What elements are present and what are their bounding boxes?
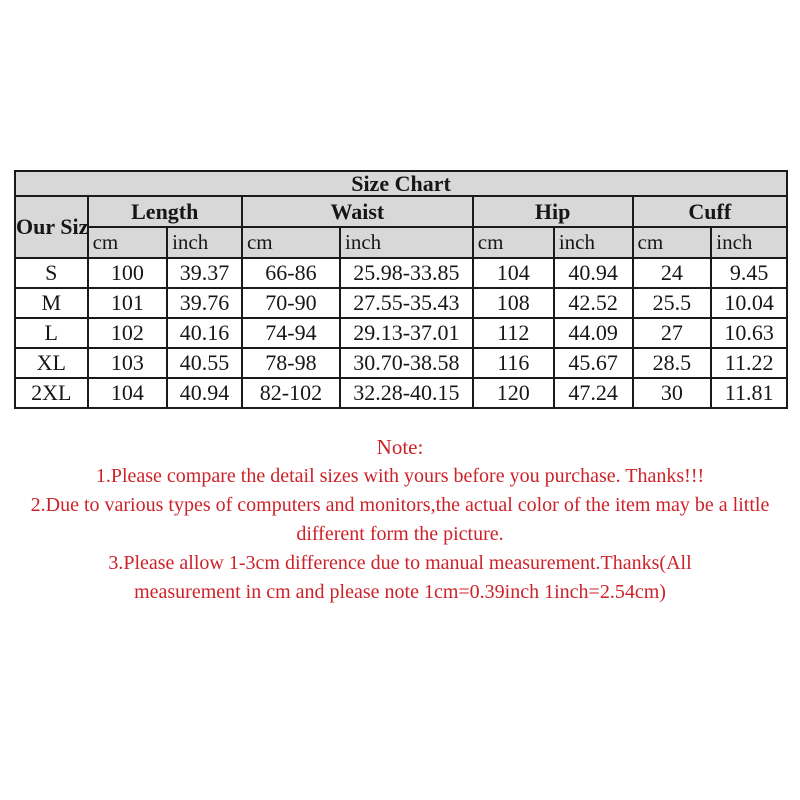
value-cell: 103: [86, 347, 169, 380]
table-row: S 100 39.37 66-86 25.98-33.85 104 40.94 …: [14, 257, 788, 290]
value-cell: 82-102: [240, 377, 341, 410]
unit-header-cuff-inch: inch: [710, 226, 788, 260]
value-cell: 120: [471, 377, 555, 410]
value-cell: 104: [86, 377, 169, 410]
unit-header-cuff-cm: cm: [631, 226, 713, 260]
note-line: 1.Please compare the detail sizes with y…: [95, 465, 705, 487]
group-header-cuff: Cuff: [631, 195, 789, 229]
value-cell: 25.98-33.85: [338, 257, 474, 290]
size-label-cell: S: [14, 257, 89, 290]
group-header-waist: Waist: [240, 195, 474, 229]
note-section: Note: 1.Please compare the detail sizes …: [0, 432, 800, 607]
value-cell: 9.45: [710, 257, 788, 290]
value-cell: 40.94: [166, 377, 243, 410]
size-label-cell: M: [14, 287, 89, 320]
unit-header-length-inch: inch: [166, 226, 243, 260]
value-cell: 40.94: [552, 257, 634, 290]
value-cell: 40.55: [166, 347, 243, 380]
note-line: 2.Due to various types of computers and …: [30, 494, 770, 545]
table-title-row: Size Chart: [14, 169, 788, 198]
size-label-cell: 2XL: [14, 377, 89, 410]
value-cell: 10.04: [710, 287, 788, 320]
group-header-hip: Hip: [471, 195, 634, 229]
group-header-row: Our Size Length Waist Hip Cuff: [14, 195, 789, 260]
corner-header-our-size: Our Size: [14, 195, 89, 260]
value-cell: 45.67: [552, 347, 634, 380]
table-row: L 102 40.16 74-94 29.13-37.01 112 44.09 …: [14, 317, 788, 350]
unit-header-waist-cm: cm: [240, 226, 341, 260]
size-label-cell: XL: [14, 347, 89, 380]
size-label-cell: L: [14, 317, 89, 350]
value-cell: 28.5: [631, 347, 713, 380]
value-cell: 66-86: [240, 257, 341, 290]
value-cell: 70-90: [240, 287, 341, 320]
table-row: XL 103 40.55 78-98 30.70-38.58 116 45.67…: [14, 347, 788, 380]
value-cell: 78-98: [240, 347, 341, 380]
value-cell: 11.22: [710, 347, 788, 380]
unit-header-hip-cm: cm: [471, 226, 555, 260]
value-cell: 32.28-40.15: [338, 377, 474, 410]
note-heading: Note:: [376, 435, 424, 459]
value-cell: 10.63: [710, 317, 788, 350]
value-cell: 40.16: [166, 317, 243, 350]
value-cell: 47.24: [552, 377, 634, 410]
value-cell: 39.37: [166, 257, 243, 290]
value-cell: 25.5: [631, 287, 713, 320]
value-cell: 102: [86, 317, 169, 350]
value-cell: 108: [471, 287, 555, 320]
group-header-length: Length: [86, 195, 243, 229]
unit-header-length-cm: cm: [86, 226, 169, 260]
note-line: 3.Please allow 1-3cm difference due to m…: [108, 552, 692, 603]
value-cell: 24: [631, 257, 713, 290]
table-row: M 101 39.76 70-90 27.55-35.43 108 42.52 …: [14, 287, 788, 320]
value-cell: 11.81: [710, 377, 788, 410]
value-cell: 27: [631, 317, 713, 350]
value-cell: 30.70-38.58: [338, 347, 474, 380]
value-cell: 116: [471, 347, 555, 380]
unit-header-row: cm inch cm inch cm inch cm inch: [15, 226, 788, 260]
value-cell: 30: [631, 377, 713, 410]
unit-header-waist-inch: inch: [338, 226, 474, 260]
value-cell: 39.76: [166, 287, 243, 320]
value-cell: 100: [86, 257, 169, 290]
table-title: Size Chart: [14, 169, 788, 198]
table-row: 2XL 104 40.94 82-102 32.28-40.15 120 47.…: [14, 377, 788, 410]
value-cell: 104: [471, 257, 555, 290]
value-cell: 44.09: [552, 317, 634, 350]
unit-header-hip-inch: inch: [552, 226, 634, 260]
value-cell: 74-94: [240, 317, 341, 350]
value-cell: 42.52: [552, 287, 634, 320]
size-chart-table: Size Chart Our Size Length Waist Hip Cuf…: [14, 169, 789, 410]
value-cell: 27.55-35.43: [338, 287, 474, 320]
value-cell: 112: [471, 317, 555, 350]
value-cell: 101: [86, 287, 169, 320]
value-cell: 29.13-37.01: [338, 317, 474, 350]
